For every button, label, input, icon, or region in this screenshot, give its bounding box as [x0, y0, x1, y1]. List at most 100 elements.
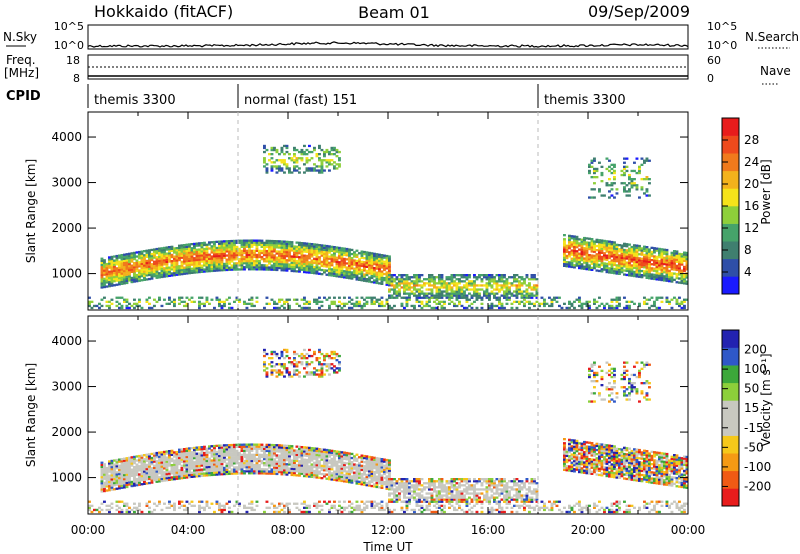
power-cell [653, 255, 656, 258]
power-cell [563, 240, 566, 243]
power-cell [418, 278, 421, 281]
power-cell [578, 256, 581, 259]
power-cell [275, 262, 279, 265]
power-cell [168, 256, 171, 259]
power-cell [323, 271, 326, 274]
power-cell [238, 251, 241, 255]
power-cell [530, 292, 534, 295]
power-cell [633, 182, 636, 185]
power-cell [515, 288, 519, 291]
velocity-cell [115, 458, 119, 462]
power-cell [270, 258, 274, 261]
power-cell [328, 257, 331, 260]
power-cell [603, 252, 606, 255]
velocity-cell [135, 469, 139, 472]
power-cell [315, 272, 319, 275]
power-cell [605, 182, 609, 185]
power-cell [225, 240, 229, 243]
power-cell [278, 250, 281, 253]
power-cell [220, 254, 224, 257]
power-cell [123, 259, 126, 262]
power-cell [535, 284, 539, 287]
power-cell [613, 255, 616, 258]
power-cell [455, 284, 459, 287]
velocity-cell [290, 453, 294, 456]
velocity-cell [118, 479, 121, 482]
velocity-cell [335, 479, 339, 482]
velocity-cell [350, 463, 354, 466]
power-cell [583, 261, 586, 264]
velocity-cell [330, 464, 334, 467]
power-cell [175, 271, 179, 274]
power-cell [305, 157, 309, 160]
power-cell [140, 268, 144, 272]
power-cell [343, 270, 346, 273]
power-cell [275, 256, 279, 259]
power-cell [680, 263, 684, 266]
power-cell [235, 252, 239, 255]
velocity-cell [330, 457, 334, 461]
power-cell [295, 161, 299, 164]
power-cell [315, 255, 319, 259]
velocity-cell [260, 449, 264, 452]
velocity-cell [305, 462, 309, 466]
power-cell [585, 304, 589, 308]
power-cell [678, 277, 681, 280]
power-cell [595, 240, 599, 244]
velocity-cell [278, 444, 281, 447]
power-cell [183, 250, 186, 253]
power-cell [628, 300, 631, 303]
velocity-cell [358, 482, 361, 485]
power-cell [518, 288, 521, 291]
velocity-cell [278, 446, 281, 449]
power-cell [150, 306, 154, 310]
power-cell [380, 266, 384, 269]
velocity-cell [158, 455, 161, 458]
power-cell [658, 262, 661, 265]
power-cell [313, 267, 316, 271]
velocity-cell [153, 452, 156, 455]
power-cell [325, 263, 329, 266]
power-cell [448, 282, 451, 285]
velocity-cell [250, 453, 254, 456]
power-cell [283, 254, 286, 258]
power-cell [573, 239, 576, 242]
power-cell [350, 259, 354, 262]
velocity-cell [238, 466, 241, 469]
velocity-cell [280, 450, 284, 453]
power-cell [680, 261, 684, 264]
power-cell [340, 275, 344, 279]
velocity-cell [308, 446, 311, 450]
power-cell [620, 246, 624, 249]
cpid-segment-label: normal (fast) 151 [244, 93, 357, 108]
power-cell [685, 298, 689, 301]
velocity-cell [185, 457, 189, 461]
velocity-cell [348, 472, 351, 476]
power-cell [240, 258, 244, 261]
power-cell [145, 272, 149, 275]
velocity-cell [113, 477, 116, 481]
power-cell [633, 270, 636, 274]
power-cell [535, 278, 539, 281]
power-cell [635, 184, 639, 187]
power-cell [395, 284, 399, 287]
velocity-cell [250, 468, 254, 471]
power-cell [125, 269, 129, 272]
power-cell [175, 263, 179, 266]
velocity-cell [340, 479, 344, 483]
power-cell [308, 263, 311, 266]
velocity-cell [128, 456, 131, 459]
velocity-cell [250, 463, 254, 467]
power-cell [375, 271, 379, 274]
power-cell [183, 304, 186, 308]
velocity-cell [298, 445, 301, 448]
power-cell [420, 302, 424, 305]
velocity-cell [328, 449, 331, 452]
power-cell [623, 165, 626, 168]
power-cell [275, 252, 279, 255]
velocity-cell [228, 450, 231, 453]
power-cell [273, 161, 276, 164]
power-cell [335, 273, 339, 276]
velocity-cell [358, 466, 361, 469]
power-cell [195, 260, 199, 264]
